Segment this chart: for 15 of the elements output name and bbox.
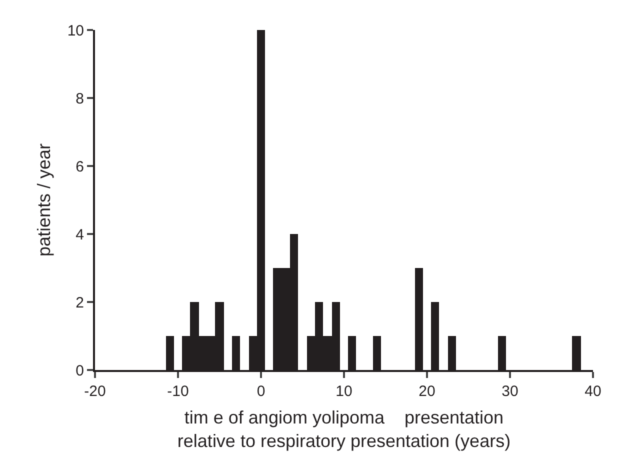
x-tick-label: 0 [256,383,266,400]
y-tick-label: 0 [76,362,84,380]
y-tick-label: 4 [76,226,84,244]
x-tick-label: -10 [167,383,189,400]
y-tick-label: 10 [67,22,84,40]
y-tick-label: 6 [76,158,84,176]
y-tick-label: 8 [76,90,84,108]
x-tick-label: 20 [418,383,436,400]
x-tick-label: -20 [84,383,106,400]
x-axis-title: tim e of angiom yolipoma presentation relative to respiratory presentation (years) [177,408,511,451]
x-tick-label: 40 [584,383,602,400]
x-tick-label: 30 [502,383,518,400]
y-tick-label: 2 [76,294,84,312]
x-tick-label: 10 [336,383,352,400]
y-axis-title: patients / year [34,143,54,257]
